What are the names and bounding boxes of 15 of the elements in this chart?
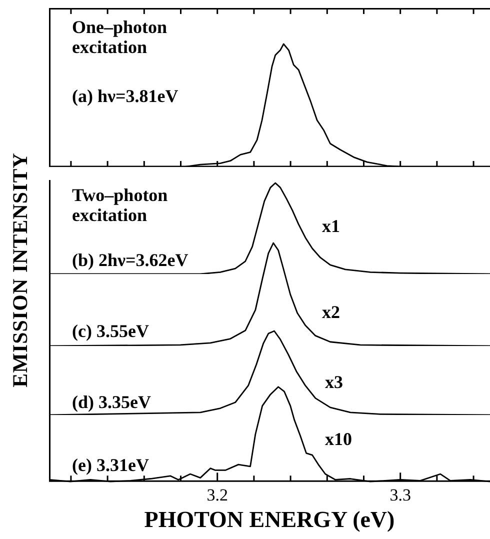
x-tick-label: 3.3 bbox=[390, 485, 411, 504]
annotation: (c) 3.55eV bbox=[72, 321, 150, 341]
annotation: x1 bbox=[322, 216, 341, 236]
annotation: One–photon excitation bbox=[72, 17, 168, 57]
y-axis-title: EMISSION INTENSITY bbox=[7, 152, 33, 390]
annotation: (a) hν=3.81eV bbox=[72, 86, 180, 106]
annotation: (b) 2hν=3.62eV bbox=[72, 250, 190, 270]
annotation: x2 bbox=[322, 302, 341, 322]
annotation: (d) 3.35eV bbox=[72, 392, 152, 412]
x-tick-label: 3.2 bbox=[206, 485, 228, 504]
annotation: Two–photon excitation bbox=[72, 185, 169, 225]
annotation: x3 bbox=[325, 372, 344, 392]
x-axis-title: PHOTON ENERGY (eV) bbox=[143, 506, 396, 534]
annotation: x10 bbox=[325, 429, 353, 449]
annotation: (e) 3.31eV bbox=[72, 455, 150, 475]
